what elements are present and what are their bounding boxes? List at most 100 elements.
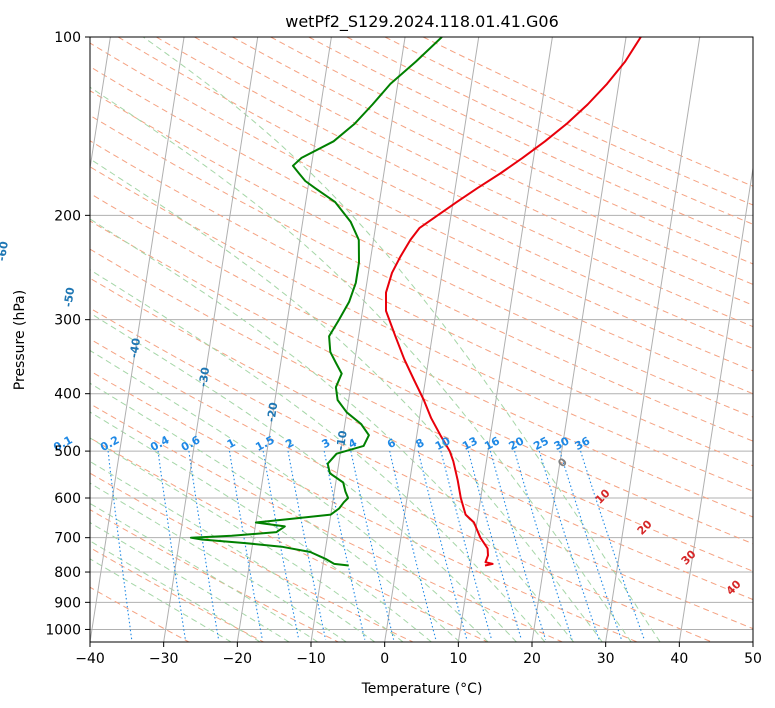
plot-frame — [89, 36, 754, 643]
moist-adiabat — [90, 349, 489, 642]
y-tick-label: 700 — [54, 531, 81, 547]
axes: −40 −30 −20 −10 0 10 20 30 40 5010020030040050060… — [45, 30, 762, 667]
y-tick-label: 400 — [54, 387, 81, 403]
isotherm-label: -50 — [61, 286, 77, 308]
moist-adiabat-label: 0 — [555, 455, 570, 470]
x-tick-label: −10 — [296, 651, 326, 667]
isotherm — [752, 638, 753, 642]
isotherm-label: -40 — [127, 337, 143, 359]
mixing-ratio-label: 13 — [460, 434, 480, 453]
moist-adiabat-label: 10 — [593, 486, 613, 506]
isotherm — [678, 164, 753, 642]
dry-adiabat — [308, 37, 753, 245]
moist-adiabat — [90, 158, 603, 642]
isotherm-label: -60 — [0, 240, 11, 262]
dry-adiabat — [90, 437, 489, 642]
mixing-ratio-label: 20 — [507, 434, 527, 453]
mixing-ratio-label: 30 — [552, 434, 572, 453]
y-tick-label: 200 — [54, 208, 81, 224]
dry-adiabat — [346, 37, 753, 225]
isotherm-label: -10 — [334, 429, 350, 451]
y-tick-label: 800 — [54, 565, 81, 581]
isotherm — [90, 37, 185, 642]
x-tick-label: −30 — [149, 651, 179, 667]
dry-adiabat — [117, 37, 753, 349]
dry-adiabat — [384, 37, 753, 206]
mixing-ratio-label: 8 — [414, 436, 427, 451]
moist-adiabat-label: 30 — [679, 547, 699, 567]
chart-title: wetPf2_S129.2024.118.01.41.G06 — [285, 12, 559, 32]
x-tick-label: 40 — [670, 651, 688, 667]
mixing-ratio-label: 36 — [573, 434, 593, 453]
x-tick-label: 0 — [380, 651, 389, 667]
mixing-ratio-line — [323, 450, 366, 640]
moist-adiabat — [90, 502, 319, 642]
dry-adiabat — [90, 140, 753, 467]
y-tick-label: 100 — [54, 30, 81, 46]
mixing-ratio-label: 4 — [346, 436, 359, 451]
moist-adiabat-label: 20 — [635, 517, 655, 537]
mixing-ratio-line — [228, 451, 263, 640]
x-tick-label: 20 — [523, 651, 541, 667]
dry-adiabat — [90, 277, 753, 601]
dry-adiabat — [194, 37, 753, 306]
mixing-ratio-line — [559, 450, 623, 640]
isotherm — [236, 37, 332, 642]
mixing-ratio-label: 10 — [433, 434, 453, 453]
y-axis-label: Pressure (hPa) — [12, 290, 28, 390]
temperature-line — [385, 37, 642, 567]
moist-adiabat — [90, 382, 461, 642]
moist-adiabat — [90, 86, 632, 642]
mixing-ratio-line — [389, 450, 437, 640]
y-tick-label: 1000 — [45, 622, 81, 638]
moist-adiabat — [142, 37, 661, 642]
dry-adiabat — [90, 472, 415, 642]
mixing-ratio-line — [287, 450, 327, 640]
dry-adiabat — [90, 166, 753, 492]
moist-adiabat — [90, 437, 404, 642]
dry-adiabat — [422, 37, 753, 187]
moist-adiabat — [90, 411, 432, 642]
dry-adiabat — [90, 192, 753, 518]
dry-adiabat — [90, 586, 190, 642]
dry-adiabat — [90, 509, 340, 642]
x-tick-label: 50 — [744, 651, 762, 667]
mixing-ratio-line — [467, 450, 522, 640]
dry-adiabat — [270, 37, 753, 265]
isotherm — [90, 37, 111, 172]
isotherm-label: -30 — [196, 366, 212, 388]
x-tick-label: −40 — [75, 651, 105, 667]
dry-adiabat — [90, 307, 753, 630]
background-lines — [90, 37, 753, 642]
dry-adiabat — [156, 37, 753, 328]
isotherm — [163, 37, 259, 642]
mixing-ratio-line — [538, 450, 600, 640]
mixing-ratio-label: 3 — [320, 436, 333, 451]
isotherm — [310, 37, 406, 642]
isotherm — [531, 37, 627, 642]
moist-adiabat — [90, 269, 546, 642]
data-lines — [189, 37, 642, 567]
dry-adiabat — [90, 114, 753, 442]
isotherm — [605, 37, 701, 642]
dry-adiabat — [90, 220, 753, 545]
x-tick-label: −20 — [223, 651, 253, 667]
isotherm-label: -20 — [265, 401, 281, 423]
mixing-ratio-line — [157, 451, 186, 640]
mixing-ratio-label: 2 — [283, 436, 296, 451]
isotherm — [457, 37, 553, 642]
isotherm — [384, 37, 480, 642]
mixing-ratio-label: 25 — [531, 434, 551, 453]
dry-adiabat — [90, 42, 753, 372]
mixing-ratio-line — [580, 450, 645, 640]
mixing-ratio-label: 6 — [385, 436, 398, 451]
x-tick-label: 30 — [597, 651, 615, 667]
y-tick-label: 500 — [54, 444, 81, 460]
x-tick-label: 10 — [449, 651, 467, 667]
dry-adiabat — [90, 248, 753, 572]
dry-adiabat — [90, 66, 753, 395]
x-axis-label: Temperature (°C) — [361, 681, 483, 697]
mixing-ratio-line — [440, 450, 493, 640]
y-tick-label: 600 — [54, 491, 81, 507]
